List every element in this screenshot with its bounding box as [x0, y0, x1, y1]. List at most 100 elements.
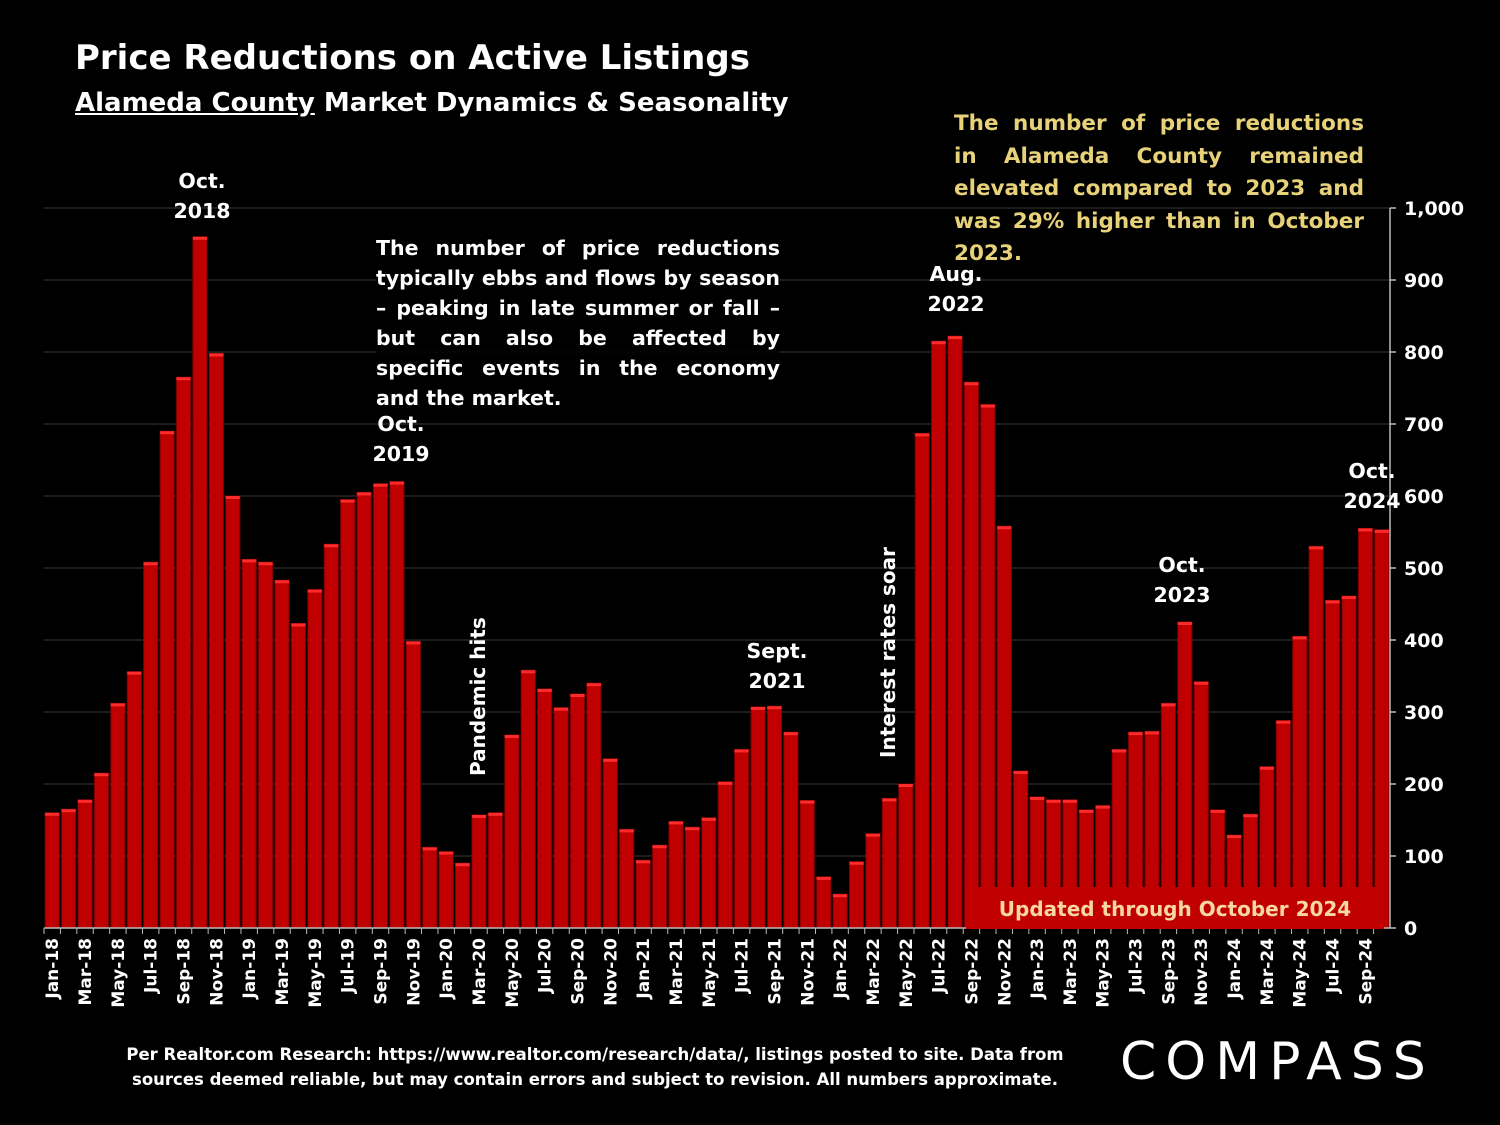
bar — [323, 543, 339, 929]
y-tick-label: 500 — [1404, 558, 1444, 580]
bar — [274, 579, 290, 929]
bars — [44, 236, 1390, 929]
bar-top — [176, 377, 191, 381]
bar-top — [1358, 528, 1373, 532]
x-tick-label: May-19 — [306, 938, 326, 1008]
bar — [619, 828, 635, 929]
bar-top — [1243, 814, 1258, 818]
bar — [980, 404, 996, 929]
x-tick-label: Sep-18 — [175, 938, 195, 1005]
bar-top — [1194, 681, 1209, 685]
bar — [405, 640, 421, 929]
bar-top — [1177, 622, 1192, 625]
x-tick-label: Mar-21 — [667, 938, 687, 1006]
x-tick-label: Jan-21 — [634, 938, 654, 1000]
y-tick-label: 1,000 — [1404, 198, 1464, 220]
bar-top — [307, 589, 322, 593]
bar — [438, 851, 454, 929]
x-tick-label: Jul-24 — [1324, 938, 1344, 994]
bar-top — [800, 800, 815, 804]
bar-top — [537, 688, 552, 692]
x-tick-label: Mar-24 — [1258, 938, 1278, 1006]
bar-top — [357, 492, 372, 496]
bar-top — [324, 544, 339, 548]
subtitle-place: Alameda County — [75, 88, 315, 118]
bar-top — [1276, 720, 1291, 724]
bar-top — [209, 353, 224, 357]
bar — [651, 844, 668, 929]
bar — [931, 340, 947, 929]
bar — [553, 707, 569, 929]
bar-top — [898, 784, 913, 787]
bar-top — [1341, 596, 1357, 600]
bar — [258, 561, 274, 929]
bar — [914, 432, 930, 929]
bar — [61, 808, 77, 929]
bar — [963, 381, 979, 929]
bar-top — [1144, 731, 1160, 735]
page-title: Price Reductions on Active Listings — [75, 38, 750, 78]
bar-top — [127, 671, 142, 675]
x-tick-label: Nov-21 — [798, 938, 818, 1006]
bar-top — [160, 431, 175, 435]
x-tick-label: Sep-19 — [372, 938, 392, 1005]
page-subtitle: Alameda County Market Dynamics & Seasona… — [75, 88, 789, 118]
y-tick-label: 0 — [1404, 918, 1417, 940]
bar-top — [94, 773, 109, 777]
bar — [389, 481, 405, 929]
bar-top — [1227, 835, 1242, 839]
bar — [241, 558, 257, 929]
x-tick-label: Nov-18 — [207, 938, 227, 1006]
x-tick-label: May-20 — [503, 938, 523, 1008]
bar — [717, 781, 733, 929]
y-tick-label: 800 — [1404, 342, 1444, 364]
bar-top — [570, 694, 585, 697]
bar — [356, 491, 372, 929]
x-tick-label: Jan-20 — [437, 938, 457, 1000]
bar-top — [110, 703, 125, 707]
x-tick-label: May-18 — [109, 938, 129, 1008]
bar — [487, 812, 503, 929]
bar — [455, 862, 471, 929]
annotation-sept-2021: Sept. 2021 — [746, 639, 808, 693]
bar-top — [61, 809, 76, 813]
x-tick-label: Sep-20 — [568, 938, 588, 1005]
bar-top — [1325, 600, 1340, 604]
bar-top — [1128, 732, 1143, 736]
bar — [340, 499, 356, 929]
bar-top — [258, 562, 273, 566]
x-tick-label: Jul-22 — [930, 938, 950, 994]
bar — [520, 669, 536, 929]
x-tick-label: May-22 — [897, 938, 917, 1008]
annotation-oct-2024: Oct. 2024 — [1343, 459, 1401, 513]
annotation-oct-2018: Oct. 2018 — [173, 169, 231, 223]
bar-top — [685, 827, 700, 831]
bar — [372, 483, 389, 929]
bar-top — [521, 670, 536, 674]
bar-top — [636, 860, 651, 864]
bar-top — [1161, 703, 1176, 707]
x-tick-label: Jan-19 — [240, 938, 260, 1000]
bar-top — [997, 526, 1012, 530]
bar-top — [439, 851, 454, 855]
bar-top — [718, 781, 733, 785]
bar — [1324, 599, 1341, 929]
bar — [799, 800, 815, 929]
bar-top — [77, 799, 93, 803]
bar-top — [1062, 799, 1077, 803]
x-tick-label: Nov-20 — [601, 938, 621, 1006]
bar-top — [192, 236, 207, 240]
right-note: The number of price reductions in Alamed… — [954, 111, 1364, 266]
x-tick-label: Sep-24 — [1356, 938, 1376, 1005]
bar-top — [504, 735, 519, 739]
x-tick-label: Jan-22 — [831, 938, 851, 1000]
bar-top — [389, 481, 404, 485]
bar-top — [833, 894, 848, 898]
bar-top — [1210, 809, 1225, 813]
bar — [816, 876, 832, 929]
bar-top — [554, 707, 569, 711]
subtitle-rest: Market Dynamics & Seasonality — [314, 88, 789, 118]
x-tick-label: Jan-23 — [1028, 938, 1048, 1000]
x-axis: Jan-18 Mar-18 May-18 Jul-18 Sep-18 Nov-18 Jan-… — [43, 927, 1390, 1008]
source-footer: Per Realtor.com Research: https://www.re… — [126, 1045, 1064, 1089]
